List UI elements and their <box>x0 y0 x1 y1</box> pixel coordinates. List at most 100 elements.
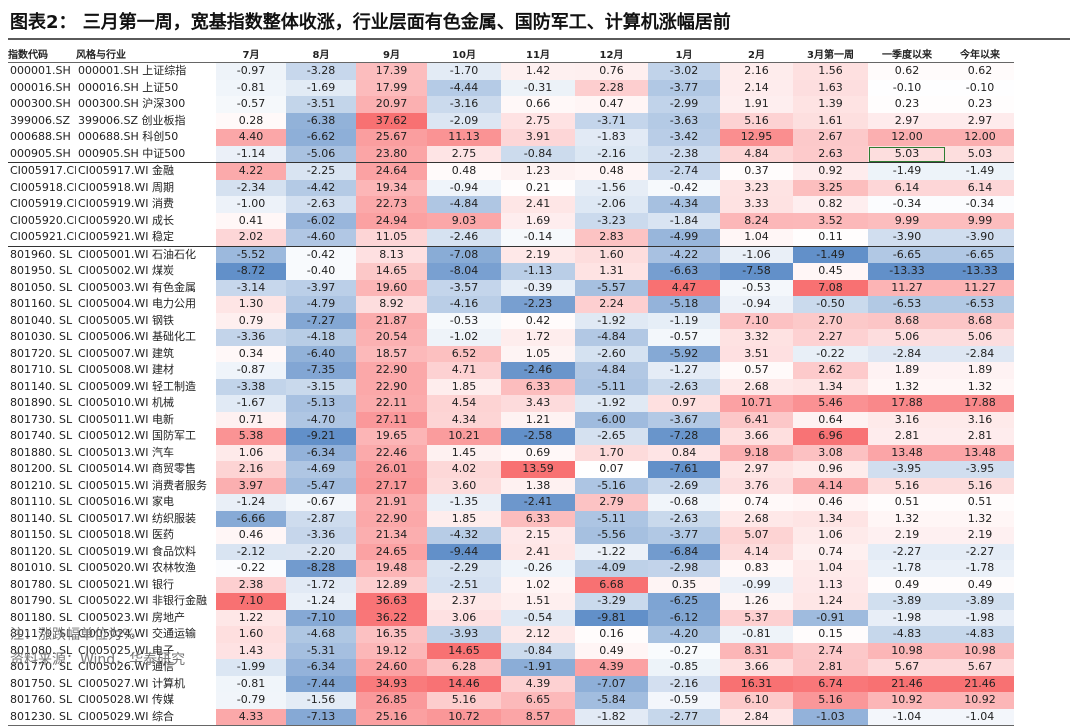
value-cell[interactable]: -2.99 <box>648 96 720 113</box>
value-cell[interactable]: -1.13 <box>501 263 575 280</box>
value-cell[interactable]: 5.16 <box>868 477 946 494</box>
value-cell[interactable]: -6.63 <box>648 263 720 280</box>
value-cell[interactable]: -6.34 <box>286 659 356 676</box>
value-cell[interactable]: -0.59 <box>648 692 720 709</box>
value-cell[interactable]: -7.07 <box>575 675 648 692</box>
value-cell[interactable]: 1.45 <box>427 444 501 461</box>
value-cell[interactable]: 1.32 <box>868 378 946 395</box>
value-cell[interactable]: 2.97 <box>946 112 1014 129</box>
value-cell[interactable]: 0.16 <box>575 626 648 643</box>
value-cell[interactable]: -3.36 <box>216 329 286 346</box>
value-cell[interactable]: 21.91 <box>356 494 427 511</box>
value-cell[interactable]: 16.35 <box>356 626 427 643</box>
value-cell[interactable]: 21.87 <box>356 312 427 329</box>
value-cell[interactable]: 5.37 <box>720 609 793 626</box>
value-cell[interactable]: -2.84 <box>868 345 946 362</box>
value-cell[interactable]: -1.04 <box>868 708 946 726</box>
value-cell[interactable]: 0.46 <box>793 494 868 511</box>
value-cell[interactable]: -3.23 <box>575 212 648 229</box>
value-cell[interactable]: -3.77 <box>648 79 720 96</box>
value-cell[interactable]: 3.25 <box>793 179 868 196</box>
value-cell[interactable]: 1.13 <box>793 576 868 593</box>
value-cell[interactable]: -2.20 <box>286 543 356 560</box>
value-cell[interactable]: -0.94 <box>427 179 501 196</box>
value-cell[interactable]: 13.48 <box>946 444 1014 461</box>
value-cell[interactable]: 2.74 <box>793 642 868 659</box>
value-cell[interactable]: -2.27 <box>946 543 1014 560</box>
value-cell[interactable]: -7.44 <box>286 675 356 692</box>
value-cell[interactable]: -1.98 <box>946 609 1014 626</box>
value-cell[interactable]: -2.84 <box>946 345 1014 362</box>
value-cell[interactable]: -4.68 <box>286 626 356 643</box>
value-cell[interactable]: 4.39 <box>501 675 575 692</box>
value-cell[interactable]: 11.13 <box>427 129 501 146</box>
value-cell[interactable]: 11.27 <box>946 279 1014 296</box>
value-cell[interactable]: -1.49 <box>793 245 868 263</box>
value-cell[interactable]: 19.60 <box>356 279 427 296</box>
value-cell[interactable]: -0.22 <box>793 345 868 362</box>
value-cell[interactable]: 2.68 <box>720 510 793 527</box>
value-cell[interactable]: -1.82 <box>575 708 648 726</box>
value-cell[interactable]: 4.02 <box>427 461 501 478</box>
value-cell[interactable]: -5.16 <box>575 477 648 494</box>
value-cell[interactable]: 12.00 <box>946 129 1014 146</box>
value-cell[interactable]: 2.81 <box>793 659 868 676</box>
value-cell[interactable]: -0.10 <box>868 79 946 96</box>
value-cell[interactable]: -13.33 <box>946 263 1014 280</box>
value-cell[interactable]: 6.74 <box>793 675 868 692</box>
value-cell[interactable]: -2.29 <box>427 560 501 577</box>
value-cell[interactable]: 0.41 <box>216 212 286 229</box>
value-cell[interactable]: 1.89 <box>868 362 946 379</box>
value-cell[interactable]: 0.48 <box>427 162 501 180</box>
value-cell[interactable]: -2.63 <box>648 378 720 395</box>
value-cell[interactable]: -7.35 <box>286 362 356 379</box>
value-cell[interactable]: 26.01 <box>356 461 427 478</box>
value-cell[interactable]: 0.47 <box>575 96 648 113</box>
value-cell[interactable]: -9.81 <box>575 609 648 626</box>
value-cell[interactable]: -4.84 <box>427 196 501 213</box>
value-cell[interactable]: -3.28 <box>286 62 356 80</box>
value-cell[interactable]: -0.22 <box>216 560 286 577</box>
value-cell[interactable]: -2.51 <box>427 576 501 593</box>
value-cell[interactable]: -1.02 <box>427 329 501 346</box>
value-cell[interactable]: -2.27 <box>868 543 946 560</box>
value-cell[interactable]: 0.49 <box>946 576 1014 593</box>
value-cell[interactable]: 11.05 <box>356 229 427 246</box>
value-cell[interactable]: 1.24 <box>793 593 868 610</box>
value-cell[interactable]: 27.11 <box>356 411 427 428</box>
value-cell[interactable]: 0.23 <box>868 96 946 113</box>
value-cell[interactable]: -0.57 <box>648 329 720 346</box>
value-cell[interactable]: -2.65 <box>575 428 648 445</box>
value-cell[interactable]: -5.13 <box>286 395 356 412</box>
value-cell[interactable]: -2.12 <box>216 543 286 560</box>
value-cell[interactable]: 2.38 <box>216 576 286 593</box>
value-cell[interactable]: -7.08 <box>427 245 501 263</box>
value-cell[interactable]: 3.06 <box>427 609 501 626</box>
value-cell[interactable]: -2.63 <box>286 196 356 213</box>
value-cell[interactable]: -4.18 <box>286 329 356 346</box>
value-cell[interactable]: 2.79 <box>575 494 648 511</box>
value-cell[interactable]: 20.54 <box>356 329 427 346</box>
value-cell[interactable]: -1.78 <box>868 560 946 577</box>
value-cell[interactable]: 2.67 <box>793 129 868 146</box>
value-cell[interactable]: 1.06 <box>216 444 286 461</box>
value-cell[interactable]: -3.14 <box>216 279 286 296</box>
value-cell[interactable]: -2.69 <box>648 477 720 494</box>
value-cell[interactable]: -1.27 <box>648 362 720 379</box>
value-cell[interactable]: 9.99 <box>946 212 1014 229</box>
value-cell[interactable]: 1.32 <box>946 510 1014 527</box>
value-cell[interactable]: -2.25 <box>286 162 356 180</box>
value-cell[interactable]: 3.51 <box>720 345 793 362</box>
value-cell[interactable]: -8.28 <box>286 560 356 577</box>
value-cell[interactable]: 5.67 <box>868 659 946 676</box>
value-cell[interactable]: -5.31 <box>286 642 356 659</box>
value-cell[interactable]: 21.46 <box>868 675 946 692</box>
value-cell[interactable]: 1.72 <box>501 329 575 346</box>
value-cell[interactable]: -1.24 <box>216 494 286 511</box>
value-cell[interactable]: -4.60 <box>286 229 356 246</box>
value-cell[interactable]: 24.65 <box>356 543 427 560</box>
value-cell[interactable]: 0.74 <box>720 494 793 511</box>
value-cell[interactable]: 6.33 <box>501 378 575 395</box>
value-cell[interactable]: 17.39 <box>356 62 427 80</box>
value-cell[interactable]: 22.90 <box>356 378 427 395</box>
